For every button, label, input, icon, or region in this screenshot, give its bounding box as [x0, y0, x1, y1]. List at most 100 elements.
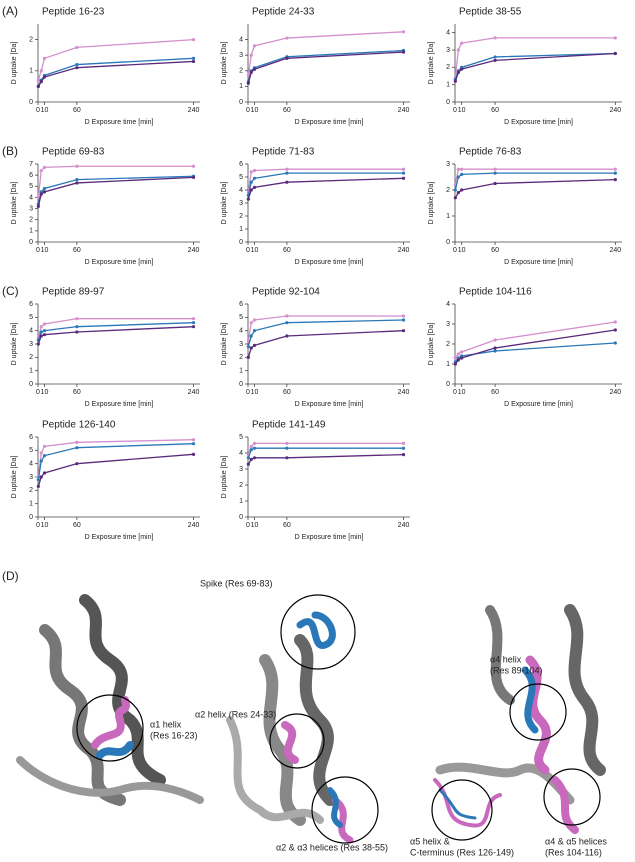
x-tick-label: 240	[398, 522, 410, 529]
data-point	[456, 191, 460, 195]
data-point	[453, 362, 457, 366]
data-point	[36, 342, 40, 346]
y-tick-label: 4	[239, 328, 243, 335]
data-point	[75, 440, 79, 444]
x-tick-label: 0	[36, 389, 40, 396]
x-tick-label: 240	[188, 247, 200, 254]
data-point	[285, 167, 289, 171]
data-point	[460, 172, 464, 176]
series-line	[247, 330, 404, 358]
x-tick-label: 10	[41, 247, 49, 254]
data-point	[285, 334, 289, 338]
data-point	[613, 171, 617, 175]
series-line	[37, 326, 194, 345]
series-line	[37, 443, 194, 480]
data-point	[42, 75, 47, 79]
x-tick-label: 240	[188, 107, 200, 114]
x-tick-label: 0	[453, 389, 457, 396]
series-line	[247, 177, 404, 200]
y-tick-label: 0	[446, 239, 450, 246]
chart-title: Peptide 76-83	[459, 147, 522, 158]
data-point	[191, 59, 196, 64]
data-point	[460, 356, 464, 360]
data-point	[401, 176, 406, 180]
data-point	[613, 167, 617, 171]
chart: Peptide 126-140 D uptake [Da] D Exposure t…	[11, 420, 200, 541]
data-point	[39, 69, 43, 73]
x-tick-label: 240	[188, 389, 200, 396]
x-tick-label: 10	[458, 389, 466, 396]
y-tick-label: 0	[29, 514, 33, 521]
data-point	[39, 169, 43, 173]
data-point	[493, 181, 497, 186]
data-point	[252, 318, 257, 322]
data-point	[249, 334, 253, 338]
x-tick-label: 60	[491, 107, 499, 114]
data-point	[493, 58, 497, 63]
data-point	[191, 317, 196, 321]
y-tick-label: 0	[29, 99, 33, 106]
data-point	[401, 50, 406, 54]
y-tick-label: 2	[446, 341, 450, 348]
x-tick-label: 60	[73, 389, 81, 396]
data-point	[191, 175, 196, 179]
data-point	[493, 36, 497, 40]
data-point	[75, 178, 79, 182]
y-tick-label: 4	[239, 36, 243, 43]
data-point	[75, 66, 79, 70]
series-line	[454, 52, 616, 80]
x-tick-label: 10	[41, 389, 49, 396]
x-tick-label: 240	[609, 107, 621, 114]
y-tick-label: 1	[29, 68, 33, 75]
data-point	[249, 448, 253, 452]
data-point	[249, 346, 253, 350]
data-point	[456, 175, 460, 179]
x-tick-label: 60	[283, 247, 291, 254]
chart: Peptide 141-149 D uptake [Da] D Exposure t…	[221, 420, 410, 541]
data-point	[246, 81, 250, 85]
x-tick-label: 60	[283, 389, 291, 396]
chart-title: Peptide 141-149	[252, 420, 326, 431]
structure-label: (Res 16-23)	[150, 730, 198, 740]
y-tick-label: 1	[239, 83, 243, 90]
data-point	[75, 330, 79, 334]
y-axis-label: D uptake [Da]	[11, 456, 18, 499]
x-tick-label: 240	[398, 247, 410, 254]
data-point	[39, 334, 43, 338]
data-point	[42, 333, 47, 337]
y-axis-label: D uptake [Da]	[428, 323, 435, 366]
series-line	[37, 322, 194, 341]
y-tick-label: 7	[29, 161, 33, 168]
data-point	[36, 478, 40, 482]
x-axis-label: D Exposure time [min]	[85, 534, 154, 541]
y-tick-label: 1	[239, 498, 243, 505]
chart-title: Peptide 16-23	[42, 7, 105, 18]
series-line	[37, 439, 194, 478]
y-tick-label: 5	[239, 174, 243, 181]
data-point	[39, 451, 43, 455]
chart: Peptide 69-83 D uptake [Da] D Exposure tim…	[11, 147, 200, 266]
y-tick-label: 2	[239, 482, 243, 489]
x-tick-label: 0	[36, 247, 40, 254]
structure-label: α4 & α5 helices	[545, 836, 607, 846]
data-point	[285, 314, 289, 318]
data-point	[613, 341, 617, 345]
series-line	[247, 49, 404, 82]
data-point	[401, 318, 406, 322]
y-tick-label: 4	[29, 328, 33, 335]
y-axis-label: D uptake [Da]	[11, 323, 18, 366]
data-point	[75, 181, 79, 185]
data-point	[613, 178, 617, 182]
x-tick-label: 0	[246, 522, 250, 529]
data-point	[493, 346, 497, 350]
chart-title: Peptide 71-83	[252, 147, 315, 158]
y-tick-label: 3	[29, 205, 33, 212]
data-point	[460, 67, 464, 71]
data-point	[39, 459, 43, 463]
data-point	[39, 330, 43, 334]
data-point	[249, 188, 253, 192]
y-tick-label: 4	[29, 461, 33, 468]
x-tick-label: 60	[73, 247, 81, 254]
data-point	[39, 475, 43, 479]
